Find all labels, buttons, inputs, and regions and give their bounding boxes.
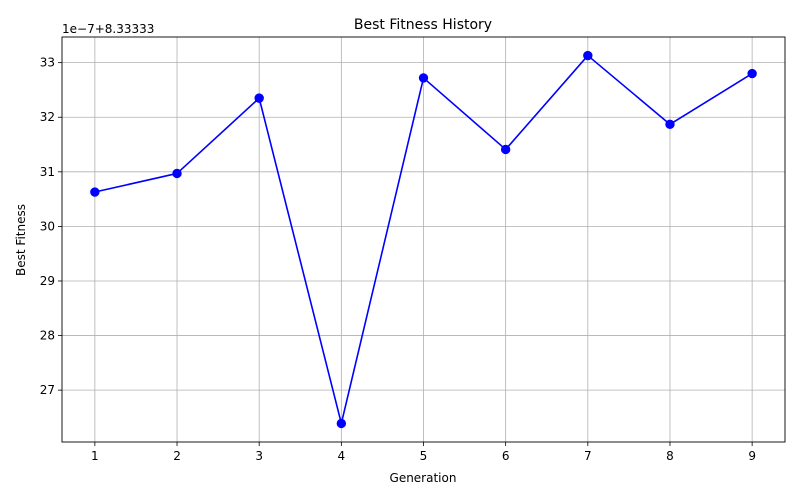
x-tick-label: 5 [420, 449, 428, 463]
x-tick-label: 9 [748, 449, 756, 463]
y-tick-label: 33 [40, 56, 55, 70]
data-point [254, 93, 264, 103]
data-point [90, 187, 100, 197]
y-tick-label: 32 [40, 110, 55, 124]
axis-ticks [58, 62, 753, 446]
x-tick-label: 4 [338, 449, 346, 463]
x-axis-label: Generation [390, 471, 457, 485]
y-tick-label: 31 [40, 165, 55, 179]
y-tick-label: 28 [40, 329, 55, 343]
x-tick-label: 6 [502, 449, 510, 463]
x-tick-label: 8 [666, 449, 674, 463]
data-point [336, 418, 347, 429]
chart-title: Best Fitness History [354, 17, 492, 33]
y-axis-label: Best Fitness [14, 204, 28, 276]
x-tick-label: 3 [255, 449, 263, 463]
x-tick-label: 1 [91, 449, 99, 463]
data-point [500, 144, 511, 155]
data-point [747, 68, 757, 79]
data-point [172, 168, 182, 179]
data-point [665, 119, 675, 130]
grid-lines [62, 37, 785, 442]
y-tick-label: 29 [40, 274, 55, 288]
x-tick-label: 7 [584, 449, 592, 463]
x-tick-label: 2 [173, 449, 181, 463]
y-tick-label: 30 [40, 219, 55, 233]
data-point [583, 50, 593, 61]
y-tick-label: 27 [40, 383, 55, 397]
tick-labels: 1 2 3 4 5 6 7 8 9 27 28 29 30 31 32 33 [40, 56, 756, 463]
data-point [418, 73, 429, 83]
y-offset-label: 1e−7+8.33333 [62, 22, 154, 36]
